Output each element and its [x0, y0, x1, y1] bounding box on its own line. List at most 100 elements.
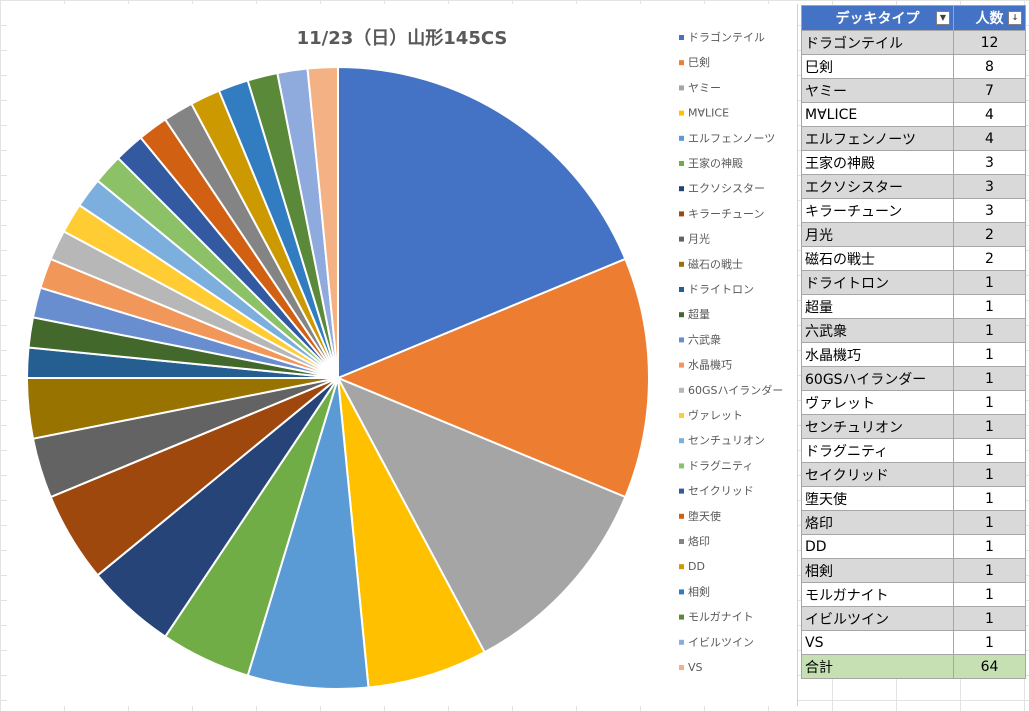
- deck-name-cell[interactable]: 水晶機巧: [802, 343, 954, 367]
- table-row: 磁石の戦士 2: [802, 247, 1026, 271]
- deck-count-cell[interactable]: 3: [954, 175, 1026, 199]
- deck-table: デッキタイプ ▼ 人数 ↓ ドラゴンテイル 12 巳剣 8 ヤミー 7 M∀LICE 4 エルフ…: [801, 5, 1026, 679]
- table-row: 超量 1: [802, 295, 1026, 319]
- legend-marker-25: [679, 640, 684, 645]
- deck-count-cell[interactable]: 1: [954, 319, 1026, 343]
- legend-label-6: 王家の神殿: [688, 156, 743, 170]
- deck-name-cell[interactable]: イビルツイン: [802, 607, 954, 631]
- legend-marker-14: [679, 363, 684, 368]
- table-row: 堕天使 1: [802, 487, 1026, 511]
- filter-dropdown-icon[interactable]: ▼: [936, 11, 950, 25]
- deck-name-cell[interactable]: ヴァレット: [802, 391, 954, 415]
- deck-name-cell[interactable]: ドラグニティ: [802, 439, 954, 463]
- pie-chart[interactable]: 11/23（日）山形145CS ドラゴンテイル 巳剣 ヤミー M∀LICE エルフェンノ…: [7, 4, 798, 706]
- deck-count-cell[interactable]: 4: [954, 127, 1026, 151]
- legend-label-12: 超量: [688, 307, 710, 321]
- legend-label-21: 烙印: [688, 534, 710, 548]
- deck-count-cell[interactable]: 1: [954, 271, 1026, 295]
- deck-count-cell[interactable]: 1: [954, 391, 1026, 415]
- deck-count-cell[interactable]: 1: [954, 535, 1026, 559]
- deck-name-cell[interactable]: セイクリッド: [802, 463, 954, 487]
- deck-count-cell[interactable]: 7: [954, 79, 1026, 103]
- table-row: ドラゴンテイル 12: [802, 31, 1026, 55]
- legend-label-15: 60GSハイランダー: [688, 383, 783, 397]
- deck-count-cell[interactable]: 2: [954, 223, 1026, 247]
- deck-name-cell[interactable]: M∀LICE: [802, 103, 954, 127]
- legend-label-14: 水晶機巧: [688, 358, 732, 372]
- table-row: ヤミー 7: [802, 79, 1026, 103]
- deck-name-cell[interactable]: 六武衆: [802, 319, 954, 343]
- table-row: 相剣 1: [802, 559, 1026, 583]
- legend-label-4: M∀LICE: [688, 107, 729, 120]
- deck-name-cell[interactable]: 磁石の戦士: [802, 247, 954, 271]
- deck-count-cell[interactable]: 1: [954, 367, 1026, 391]
- legend-label-2: 巳剣: [688, 56, 710, 69]
- legend-marker-12: [679, 312, 684, 317]
- deck-count-cell[interactable]: 1: [954, 559, 1026, 583]
- deck-name-cell[interactable]: 月光: [802, 223, 954, 247]
- legend-marker-7: [679, 186, 684, 191]
- deck-count-cell[interactable]: 1: [954, 439, 1026, 463]
- deck-name-cell[interactable]: ドライトロン: [802, 271, 954, 295]
- legend-marker-22: [679, 564, 684, 569]
- legend-marker-19: [679, 489, 684, 494]
- deck-name-cell[interactable]: ヤミー: [802, 79, 954, 103]
- deck-name-cell[interactable]: エルフェンノーツ: [802, 127, 954, 151]
- chart-title: 11/23（日）山形145CS: [297, 28, 508, 49]
- deck-count-cell[interactable]: 8: [954, 55, 1026, 79]
- legend-marker-16: [679, 413, 684, 418]
- deck-name-cell[interactable]: 烙印: [802, 511, 954, 535]
- table-row: 烙印 1: [802, 511, 1026, 535]
- deck-count-cell[interactable]: 12: [954, 31, 1026, 55]
- deck-count-cell[interactable]: 3: [954, 199, 1026, 223]
- total-label[interactable]: 合計: [802, 655, 954, 679]
- table-row: 月光 2: [802, 223, 1026, 247]
- deck-count-cell[interactable]: 1: [954, 607, 1026, 631]
- deck-name-cell[interactable]: モルガナイト: [802, 583, 954, 607]
- deck-name-cell[interactable]: ドラゴンテイル: [802, 31, 954, 55]
- table-row: ヴァレット 1: [802, 391, 1026, 415]
- total-value[interactable]: 64: [954, 655, 1026, 679]
- legend-marker-15: [679, 388, 684, 393]
- sort-descending-icon[interactable]: ↓: [1008, 11, 1022, 25]
- legend-marker-10: [679, 262, 684, 267]
- deck-count-cell[interactable]: 1: [954, 343, 1026, 367]
- legend-label-25: イビルツイン: [688, 636, 754, 649]
- legend-marker-1: [679, 35, 684, 40]
- deck-count-cell[interactable]: 1: [954, 415, 1026, 439]
- deck-count-cell[interactable]: 1: [954, 583, 1026, 607]
- deck-name-cell[interactable]: センチュリオン: [802, 415, 954, 439]
- deck-name-cell[interactable]: 巳剣: [802, 55, 954, 79]
- column-header-count[interactable]: 人数 ↓: [954, 6, 1026, 31]
- legend-label-5: エルフェンノーツ: [688, 132, 775, 145]
- deck-count-cell[interactable]: 2: [954, 247, 1026, 271]
- table-row: キラーチューン 3: [802, 199, 1026, 223]
- legend-label-11: ドライトロン: [688, 283, 754, 296]
- deck-count-cell[interactable]: 1: [954, 487, 1026, 511]
- legend-marker-9: [679, 237, 684, 242]
- legend-label-7: エクソシスター: [688, 182, 765, 195]
- deck-name-cell[interactable]: 王家の神殿: [802, 151, 954, 175]
- deck-count-cell[interactable]: 1: [954, 295, 1026, 319]
- deck-name-cell[interactable]: 堕天使: [802, 487, 954, 511]
- deck-name-cell[interactable]: 60GSハイランダー: [802, 367, 954, 391]
- column-header-deck-type[interactable]: デッキタイプ ▼: [802, 6, 954, 31]
- deck-name-cell[interactable]: 超量: [802, 295, 954, 319]
- deck-count-cell[interactable]: 1: [954, 463, 1026, 487]
- deck-name-cell[interactable]: 相剣: [802, 559, 954, 583]
- deck-count-cell[interactable]: 3: [954, 151, 1026, 175]
- deck-name-cell[interactable]: DD: [802, 535, 954, 559]
- table-row: イビルツイン 1: [802, 607, 1026, 631]
- deck-name-cell[interactable]: キラーチューン: [802, 199, 954, 223]
- deck-count-cell[interactable]: 4: [954, 103, 1026, 127]
- deck-name-cell[interactable]: エクソシスター: [802, 175, 954, 199]
- deck-count-cell[interactable]: 1: [954, 631, 1026, 655]
- legend-label-24: モルガナイト: [688, 611, 754, 624]
- column-header-count-label: 人数: [976, 11, 1004, 27]
- deck-name-cell[interactable]: VS: [802, 631, 954, 655]
- deck-count-cell[interactable]: 1: [954, 511, 1026, 535]
- legend-marker-2: [679, 60, 684, 65]
- table-row: 巳剣 8: [802, 55, 1026, 79]
- legend-label-3: ヤミー: [688, 81, 721, 94]
